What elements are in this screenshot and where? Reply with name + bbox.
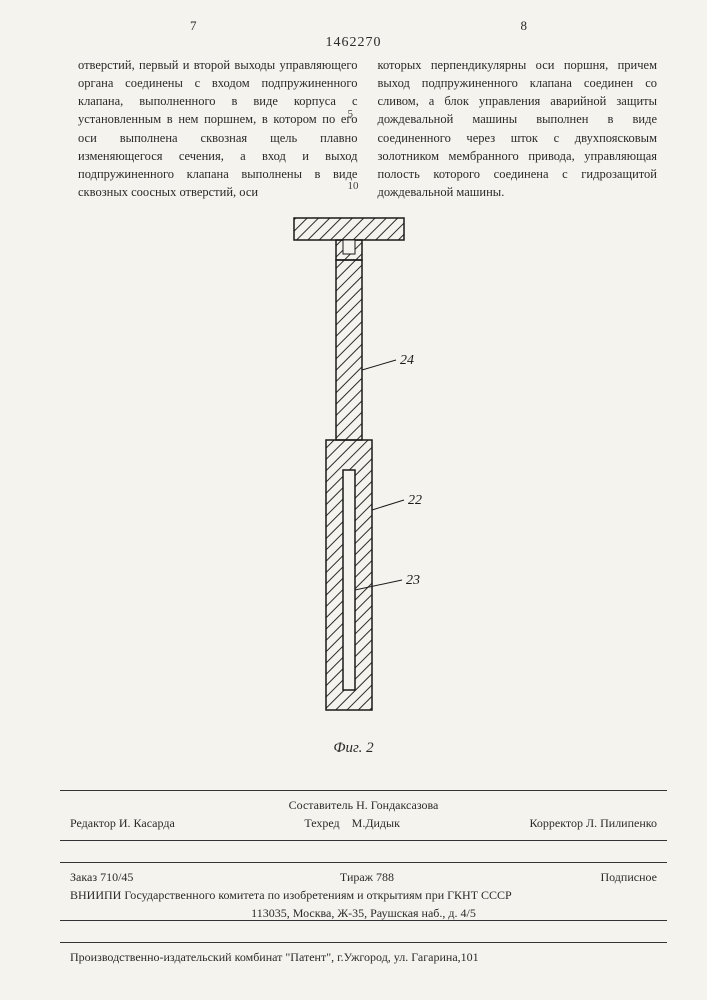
divider — [60, 942, 667, 943]
techred-name: М.Дидык — [352, 816, 400, 830]
divider — [60, 920, 667, 921]
line-number-5: 5 — [348, 108, 354, 120]
body-text: отверстий, первый и второй выходы управл… — [78, 56, 657, 201]
compiler-label: Составитель — [289, 798, 353, 812]
figure-svg: 24 22 23 — [224, 210, 484, 730]
column-right: которых перпендикулярны оси поршня, прич… — [378, 56, 658, 201]
page-num-left: 7 — [190, 18, 197, 34]
label-24: 24 — [400, 353, 414, 368]
figure-2: 24 22 23 — [0, 210, 707, 740]
label-23: 23 — [406, 573, 420, 588]
divider — [60, 840, 667, 841]
compiler-name: Н. Гондаксазова — [356, 798, 438, 812]
line-number-10: 10 — [348, 180, 359, 192]
tirazh-num: 788 — [376, 870, 394, 884]
order-label: Заказ — [70, 870, 97, 884]
subscription: Подписное — [600, 868, 657, 886]
printer-line: Производственно-издательский комбинат "П… — [70, 948, 657, 966]
divider — [60, 862, 667, 863]
printer: Производственно-издательский комбинат "П… — [70, 948, 657, 966]
corrector-name: Л. Пилипенко — [586, 816, 657, 830]
page-num-right: 8 — [521, 18, 528, 34]
corrector-label: Корректор — [529, 816, 583, 830]
figure-caption: Фиг. 2 — [0, 740, 707, 757]
credits-block-2: Заказ 710/45 Тираж 788 Подписное ВНИИПИ … — [70, 868, 657, 922]
credits-block-1: Составитель Н. Гондаксазова Редактор И. … — [70, 796, 657, 832]
order-num: 710/45 — [100, 870, 133, 884]
label-22: 22 — [408, 493, 422, 508]
column-left: отверстий, первый и второй выходы управл… — [78, 56, 358, 201]
divider — [60, 790, 667, 791]
editor-name: И. Касарда — [119, 816, 175, 830]
techred-label: Техред — [304, 816, 339, 830]
patent-number: 1462270 — [0, 35, 707, 51]
tirazh-label: Тираж — [340, 870, 373, 884]
editor-label: Редактор — [70, 816, 116, 830]
org-line: ВНИИПИ Государственного комитета по изоб… — [70, 886, 657, 904]
